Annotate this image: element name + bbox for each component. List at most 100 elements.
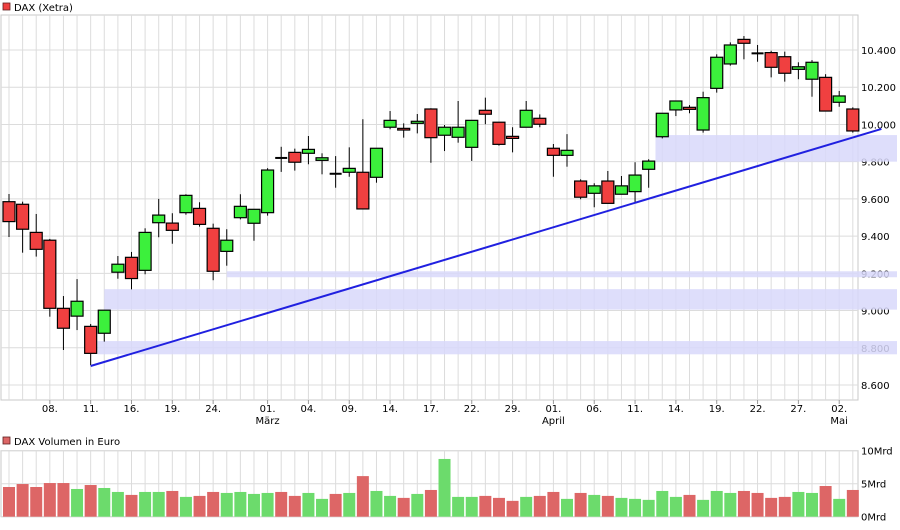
volume-bar (547, 491, 560, 517)
volume-panel: DAX Volumen in Euro 10Mrd 5Mrd 0Mrd (0, 436, 893, 524)
candle-up (301, 148, 316, 154)
volume-bar (737, 490, 750, 517)
volume-bar (465, 496, 478, 517)
volume-bar (234, 491, 247, 517)
volume-bar (697, 499, 710, 517)
x-month-label: März (256, 416, 280, 427)
y-tick-label: 9.800 (861, 158, 890, 169)
candle-down (124, 256, 139, 280)
volume-bar (193, 495, 206, 517)
volume-bar (452, 496, 465, 517)
x-month-label: April (542, 416, 565, 427)
candle-down (478, 109, 492, 115)
volume-bar (356, 476, 369, 517)
volume-bar (574, 492, 587, 517)
x-tick-label: 01. (260, 404, 276, 415)
legend-swatch-volume (2, 436, 11, 445)
candle-up (465, 119, 479, 148)
candle-down (84, 325, 98, 354)
y-tick-label: 10.400 (861, 46, 896, 57)
support-zone (655, 135, 897, 162)
volume-bar (765, 497, 778, 517)
volume-bar (179, 496, 192, 517)
volume-bar (71, 488, 84, 517)
candle-down (192, 207, 207, 225)
candle-up (383, 119, 397, 128)
candle-up (791, 66, 805, 70)
candle-up (642, 160, 656, 170)
volume-bar (43, 483, 56, 517)
candle-up (614, 185, 629, 195)
support-zone (97, 341, 898, 355)
volume-bar (656, 490, 669, 517)
candle-up (111, 263, 125, 273)
candle-up (669, 100, 683, 111)
volume-bar (343, 492, 356, 517)
candle-up (560, 149, 574, 156)
candle-down (16, 203, 30, 230)
x-tick-label: 01. (545, 404, 561, 415)
volume-bar (411, 493, 424, 517)
x-tick-label: 22. (464, 404, 480, 415)
candle-down (165, 222, 179, 231)
candle-down (492, 121, 506, 145)
volume-bar (316, 498, 329, 517)
x-tick-label: 08. (42, 404, 58, 415)
x-tick-label: 19. (709, 404, 725, 415)
volume-bar (3, 487, 15, 517)
volume-bar (778, 496, 791, 517)
volume-bar (561, 498, 574, 517)
volume-bar (152, 491, 165, 517)
volume-bar (520, 496, 533, 517)
candle-up (152, 214, 166, 224)
volume-bar (111, 491, 124, 517)
candle-down (56, 307, 71, 329)
y-tick-label: 10.000 (861, 120, 896, 131)
candle-up (437, 126, 452, 136)
volume-bar (533, 495, 546, 517)
volume-bar (629, 498, 642, 517)
candle-down (737, 38, 751, 44)
candle-down (682, 106, 697, 110)
volume-bar (397, 497, 410, 517)
candle-down (533, 117, 547, 125)
x-tick-label: 29. (505, 404, 521, 415)
volume-bar (492, 497, 505, 517)
volume-bar (846, 489, 859, 517)
volume-title: DAX Volumen in Euro (14, 437, 120, 448)
candle-down (846, 108, 860, 132)
volume-bar (601, 495, 614, 517)
volume-bar (438, 458, 451, 517)
candle-up (410, 120, 424, 124)
candle-up (369, 147, 384, 178)
x-tick-label: 24. (205, 404, 221, 415)
candle-up (220, 239, 234, 252)
volume-bar (710, 490, 723, 517)
candle-up (710, 56, 724, 89)
volume-bar (30, 487, 43, 517)
x-tick-label: 04. (300, 404, 316, 415)
volume-bar (207, 491, 220, 517)
candle-down (601, 180, 615, 204)
candle-up (179, 194, 193, 214)
candle-down (424, 108, 438, 139)
candle-up (587, 185, 601, 194)
candle-up (70, 300, 84, 317)
trendline (90, 127, 882, 367)
x-tick-label: 11. (83, 404, 99, 415)
x-tick-label: 17. (423, 404, 439, 415)
volume-bar (588, 494, 601, 517)
volume-bar (288, 495, 301, 517)
support-zone (226, 271, 897, 278)
candle-down (778, 56, 792, 74)
volume-bar (506, 500, 519, 517)
y-tick-label: 9.000 (861, 307, 890, 318)
candle-down (43, 239, 57, 309)
volume-bar (669, 496, 682, 517)
y-tick-label: 9.400 (861, 232, 890, 243)
candle-down (29, 231, 43, 250)
candle-up (519, 109, 533, 128)
volume-y-tick-label: 5Mrd (861, 480, 886, 491)
candle-up (260, 169, 275, 214)
